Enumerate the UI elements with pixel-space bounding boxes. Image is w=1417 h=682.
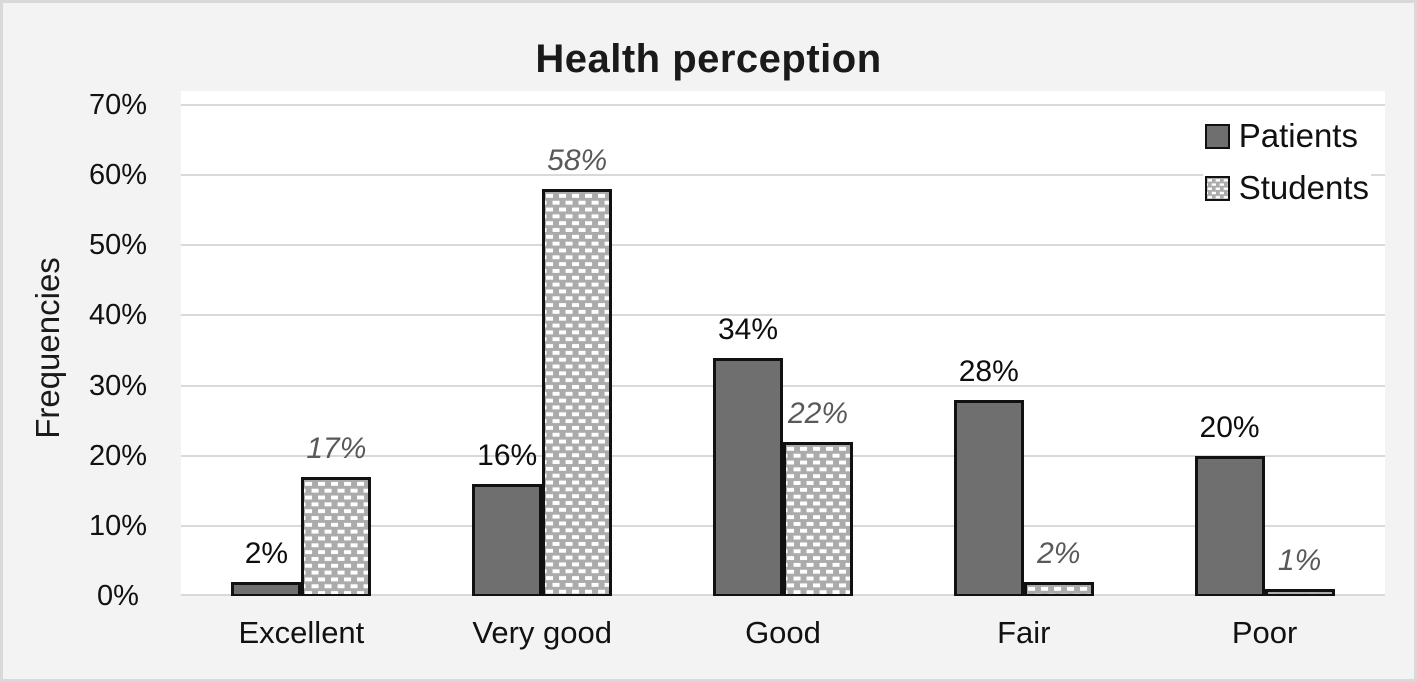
bar-group-very-good: 16% 58%	[422, 91, 663, 596]
bar-patients-fair	[953, 399, 1024, 596]
value-label-students-poor: 1%	[1277, 544, 1322, 577]
patients-swatch-icon	[1204, 123, 1230, 149]
chart-title: Health perception	[535, 37, 882, 81]
bar-students-good	[782, 441, 853, 596]
bar-students-poor	[1264, 589, 1335, 596]
gridline-60%	[181, 174, 1385, 177]
x-label-excellent: Excellent	[238, 615, 365, 650]
legend-label-patients: Patients	[1238, 117, 1358, 154]
value-label-patients-excellent: 2%	[244, 536, 289, 570]
plot-area: 2% 17% 16% 58% 34% 22% 28% 2% 20% 1% Patients Stu…	[181, 91, 1385, 596]
bar-patients-excellent	[231, 581, 302, 596]
bar-patients-very-good	[472, 483, 543, 596]
legend-item-students: Students	[1204, 169, 1369, 207]
gridline-70%	[181, 104, 1385, 106]
x-label-poor: Poor	[1231, 615, 1298, 650]
gridline-40%	[181, 314, 1385, 317]
gridline-30%	[181, 384, 1385, 387]
bar-students-fair	[1023, 581, 1094, 596]
y-tick-60%: 60%	[88, 159, 148, 192]
y-tick-0%: 0%	[97, 580, 139, 612]
gridline-50%	[181, 244, 1385, 247]
bar-group-fair: 28% 2%	[903, 91, 1144, 596]
y-tick-70%: 70%	[88, 89, 148, 121]
y-axis-title: Frequencies	[29, 257, 66, 439]
x-label-fair: Fair	[997, 615, 1051, 650]
bar-patients-good	[712, 357, 783, 596]
value-label-patients-good: 34%	[717, 312, 778, 346]
y-tick-40%: 40%	[88, 299, 148, 332]
y-tick-10%: 10%	[88, 509, 148, 542]
value-label-students-excellent: 17%	[306, 431, 367, 465]
y-tick-30%: 30%	[88, 369, 148, 402]
value-label-patients-fair: 28%	[958, 354, 1019, 388]
bar-group-good: 34% 22%	[663, 91, 904, 596]
bar-patients-poor	[1194, 455, 1265, 596]
value-label-students-very-good: 58%	[547, 144, 608, 178]
value-label-students-good: 22%	[787, 396, 848, 430]
y-tick-20%: 20%	[88, 439, 148, 472]
y-tick-50%: 50%	[88, 229, 148, 262]
value-label-students-fair: 2%	[1037, 536, 1081, 570]
bar-students-excellent	[301, 476, 372, 596]
legend-item-patients: Patients	[1204, 117, 1369, 155]
legend: Patients Students	[1202, 111, 1371, 213]
x-label-good: Good	[745, 615, 821, 650]
legend-label-students: Students	[1238, 169, 1369, 206]
bar-students-very-good	[542, 189, 613, 596]
value-label-patients-very-good: 16%	[477, 438, 538, 472]
value-label-patients-poor: 20%	[1199, 410, 1260, 444]
x-label-very-good: Very good	[472, 615, 612, 650]
bar-group-excellent: 2% 17%	[181, 91, 422, 596]
bar-group-poor: 20% 1%	[1144, 91, 1385, 596]
students-swatch-icon	[1204, 175, 1230, 201]
